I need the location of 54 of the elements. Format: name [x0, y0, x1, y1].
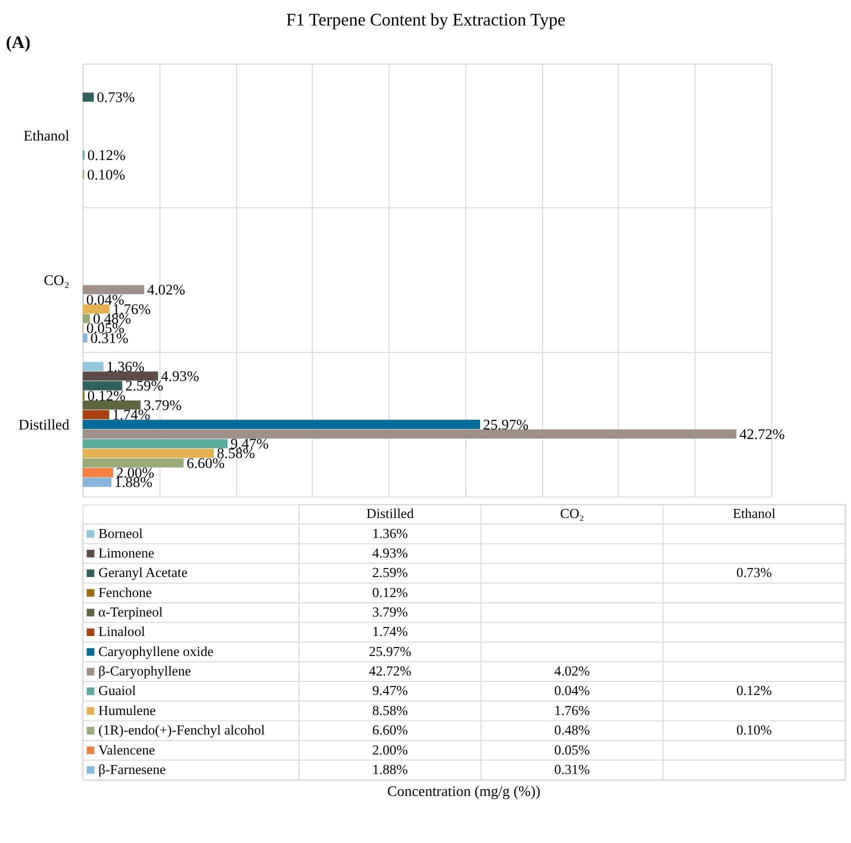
- text: 3.79%: [372, 604, 408, 620]
- text: 0.12%: [736, 683, 772, 698]
- text: 1.74%: [372, 624, 408, 640]
- legend-label: β-Caryophyllene: [98, 664, 192, 679]
- y-tick-label: CO₂: [44, 272, 70, 289]
- text: 25.97%: [368, 644, 412, 659]
- legend-label: (1R)-endo(+)-Fenchyl alcohol: [98, 722, 265, 738]
- text: 6.60%: [372, 722, 408, 738]
- text: 42.72%: [368, 664, 412, 679]
- text: 1.88%: [372, 762, 408, 777]
- text: 0.04%: [554, 683, 590, 698]
- data-label: 1.36%: [106, 359, 145, 376]
- legend-label: Caryophyllene oxide: [98, 644, 214, 659]
- category-label: Distilled: [366, 506, 414, 522]
- text: Concentration (mg/g (%)): [387, 784, 541, 800]
- data-label: 42.72%: [739, 426, 785, 443]
- text: 0.31%: [554, 762, 590, 777]
- text: 9.47%: [372, 683, 408, 698]
- legend-label: Linalool: [98, 624, 146, 640]
- chart-title: F1 Terpene Content by Extraction Type: [286, 10, 566, 30]
- data-label: 0.12%: [87, 388, 126, 404]
- legend-label: Geranyl Acetate: [98, 565, 188, 580]
- text: 2.00%: [372, 742, 408, 758]
- data-label: 0.12%: [87, 148, 126, 164]
- text: 0.05%: [554, 742, 590, 758]
- data-label: 2.59%: [125, 378, 164, 395]
- category-label: Ethanol: [732, 506, 776, 522]
- text: 0.12%: [372, 584, 408, 600]
- text: 0.48%: [554, 722, 590, 738]
- category-label: CO₂: [560, 506, 584, 522]
- legend-label: Valencene: [98, 742, 155, 758]
- data-label: 0.73%: [96, 90, 135, 106]
- text: (A): [6, 32, 31, 52]
- text: 0.10%: [736, 722, 772, 738]
- legend-label: Limonene: [98, 546, 154, 560]
- data-label: 25.97%: [483, 417, 529, 434]
- legend-label: β-Farnesene: [98, 762, 166, 777]
- text: 4.93%: [372, 546, 408, 560]
- data-label: 4.93%: [161, 369, 200, 386]
- y-tick-label: Ethanol: [23, 128, 70, 145]
- legend-label: Guaiol: [98, 683, 136, 698]
- data-label: 4.02%: [147, 282, 186, 299]
- legend-label: Humulene: [98, 702, 156, 718]
- legend-label: Fenchone: [98, 584, 152, 600]
- text: 8.58%: [372, 702, 408, 718]
- text: 1.36%: [372, 526, 408, 541]
- legend-label: α-Terpineol: [98, 604, 163, 620]
- text: 2.59%: [372, 565, 408, 580]
- text: 0.73%: [736, 565, 772, 580]
- legend-label: Borneol: [98, 526, 143, 541]
- data-label: 0.10%: [87, 167, 126, 184]
- y-tick-label: Distilled: [18, 417, 70, 434]
- text: 4.02%: [554, 664, 590, 679]
- text: 1.76%: [554, 702, 590, 718]
